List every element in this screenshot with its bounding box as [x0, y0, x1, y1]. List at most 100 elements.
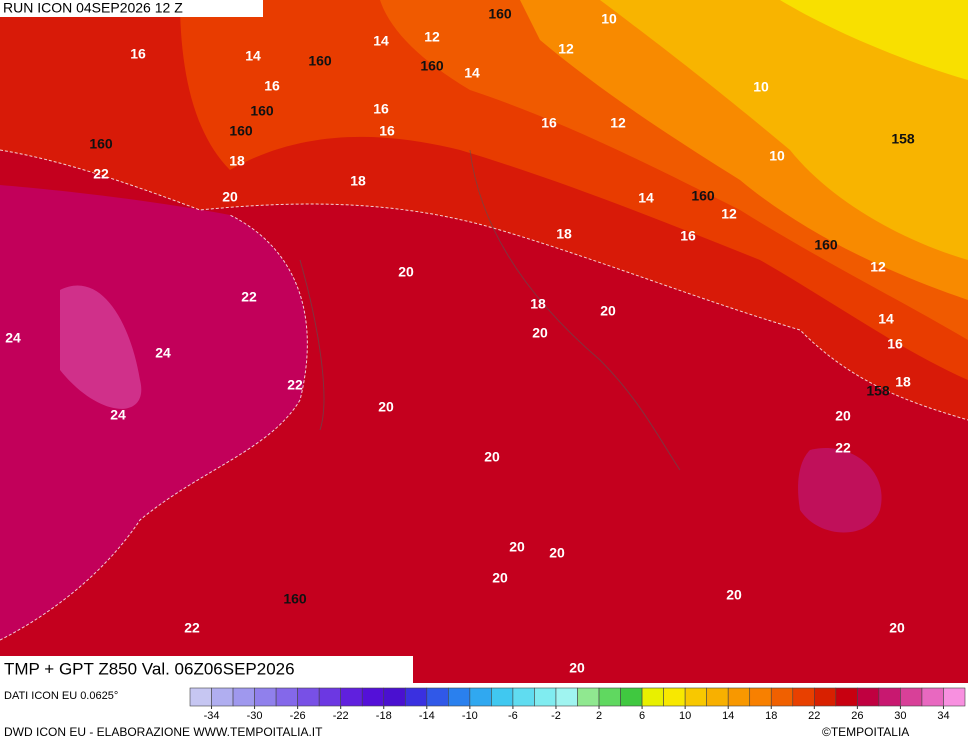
temperature-label: 20 — [600, 303, 616, 319]
temperature-label: 12 — [610, 115, 626, 131]
height-label: 160 — [691, 188, 715, 204]
temperature-label: 18 — [556, 226, 572, 242]
colorbar-tick-label: 14 — [722, 710, 734, 722]
temperature-label: 18 — [229, 153, 245, 169]
colorbar-tick-label: 6 — [639, 710, 645, 722]
temperature-label: 20 — [398, 264, 414, 280]
colorbar-swatch — [900, 687, 923, 707]
data-source: DATI ICON EU 0.0625° — [4, 690, 118, 702]
colorbar-swatch — [749, 687, 772, 707]
temperature-label: 24 — [155, 345, 171, 361]
temperature-label: 16 — [264, 78, 280, 94]
temperature-label: 22 — [287, 377, 303, 393]
temperature-label: 12 — [870, 259, 886, 275]
height-label: 158 — [866, 383, 890, 399]
colorbar-swatch — [469, 687, 492, 707]
temperature-label: 20 — [222, 189, 238, 205]
colorbar-swatch — [318, 687, 341, 707]
height-label: 160 — [420, 58, 444, 74]
colorbar-swatch — [297, 687, 320, 707]
temperature-label: 20 — [492, 570, 508, 586]
colorbar-swatch — [211, 687, 234, 707]
colorbar-tick-label: -14 — [419, 710, 435, 722]
warmest-area — [60, 285, 142, 409]
colorbar-swatch — [275, 687, 298, 707]
temperature-label: 20 — [484, 449, 500, 465]
colorbar-swatch — [189, 687, 212, 707]
colorbar-tick-label: 22 — [808, 710, 820, 722]
temperature-label: 16 — [680, 228, 696, 244]
temperature-label: 12 — [424, 29, 440, 45]
temperature-label: 18 — [895, 374, 911, 390]
colorbar-swatch — [598, 687, 621, 707]
colorbar-swatch — [361, 687, 385, 707]
colorbar-tick-label: 18 — [765, 710, 777, 722]
colorbar-tick-label: -10 — [462, 710, 478, 722]
temperature-label: 24 — [5, 330, 21, 346]
brand: ©TEMPOITALIA — [822, 725, 909, 739]
colorbar-swatch — [921, 687, 944, 707]
colorbar-tick-label: -2 — [551, 710, 561, 722]
colorbar-tick-label: -6 — [508, 710, 518, 722]
temperature-label: 10 — [753, 79, 769, 95]
temperature-label: 20 — [509, 539, 525, 555]
height-label: 160 — [308, 53, 332, 69]
temperature-label: 24 — [110, 407, 126, 423]
colorbar-swatch — [232, 687, 255, 707]
colorbar-swatch — [835, 687, 858, 707]
colorbar-tick-label: -30 — [247, 710, 263, 722]
colorbar-swatch — [878, 687, 901, 707]
run-label: RUN ICON 04SEP2026 12 Z — [3, 0, 183, 16]
temperature-label: 14 — [878, 311, 894, 327]
warm-sea-area — [798, 448, 882, 533]
isotherm — [0, 214, 308, 641]
temperature-label: 20 — [378, 399, 394, 415]
colorbar-tick-label: -18 — [376, 710, 392, 722]
colorbar-swatch — [448, 687, 471, 707]
colorbar-tick-label: -22 — [333, 710, 349, 722]
colorbar: -34 -30 -26 -22 -18 -14 -10 -6 -2 2 6 10 14 18 22 26 30 3… — [189, 687, 966, 722]
colorbar-swatch — [383, 687, 406, 707]
temperature-label: 12 — [721, 206, 737, 222]
temperature-label: 20 — [569, 660, 585, 676]
colorbar-swatch — [512, 687, 535, 707]
coastline — [299, 149, 681, 471]
temperature-label: 22 — [835, 440, 851, 456]
temperature-label: 18 — [530, 296, 546, 312]
colorbar-swatch — [792, 687, 815, 707]
temperature-label: 16 — [130, 46, 146, 62]
temperature-label: 20 — [835, 408, 851, 424]
band-10-12 — [600, 0, 968, 260]
height-label: 160 — [814, 237, 838, 253]
colorbar-swatch — [620, 687, 643, 707]
colorbar-tick-label: 2 — [596, 710, 602, 722]
colorbar-swatch — [706, 687, 729, 707]
colorbar-swatch — [727, 687, 751, 707]
height-label: 158 — [891, 131, 915, 147]
temperature-label: 10 — [769, 148, 785, 164]
colorbar-swatch — [404, 687, 428, 707]
colorbar-swatch — [663, 687, 686, 707]
temperature-label: 22 — [184, 620, 200, 636]
temperature-label: 14 — [638, 190, 654, 206]
colorbar-swatch — [426, 687, 449, 707]
height-label: 160 — [488, 6, 512, 22]
temperature-label: 16 — [373, 101, 389, 117]
map: RUN ICON 04SEP2026 12 Z TMP + GPT Z850 V… — [0, 0, 968, 683]
colorbar-swatch — [770, 687, 794, 707]
isotherm — [0, 149, 968, 421]
height-label: 160 — [283, 591, 307, 607]
map-title: TMP + GPT Z850 Val. 06Z06SEP2026 — [4, 659, 295, 678]
temperature-label: 14 — [373, 33, 389, 49]
colorbar-swatch — [943, 687, 966, 707]
colorbar-swatch — [254, 687, 277, 707]
colorbar-swatch — [555, 687, 578, 707]
colorbar-swatch — [641, 687, 664, 707]
header-box — [0, 0, 263, 17]
temperature-label: 16 — [379, 123, 395, 139]
temperature-label: 18 — [350, 173, 366, 189]
colorbar-tick-label: -26 — [290, 710, 306, 722]
band-8-10 — [780, 0, 968, 80]
